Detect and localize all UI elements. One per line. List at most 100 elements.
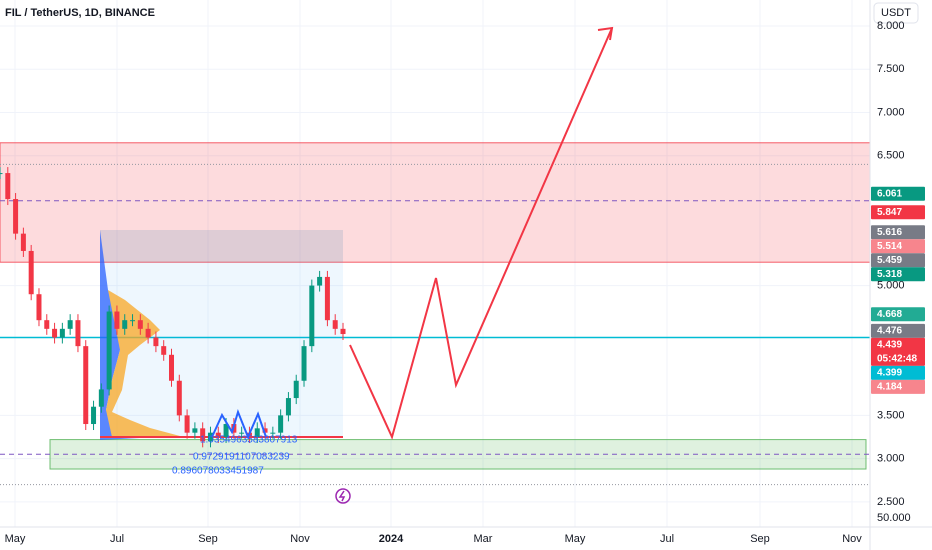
projection-arrowhead — [597, 26, 614, 41]
price-tag-label: 5.318 — [877, 269, 902, 280]
candle — [145, 328, 151, 338]
candle — [184, 415, 190, 433]
y-tick-label: 2.500 — [877, 496, 905, 508]
x-tick-label: Jul — [660, 533, 674, 545]
y-tick-label: 7.000 — [877, 106, 905, 118]
x-tick-label: Nov — [290, 533, 310, 545]
currency-label: USDT — [881, 7, 911, 19]
events-icon[interactable] — [335, 488, 351, 504]
candle — [137, 320, 143, 329]
candle — [59, 328, 65, 338]
candle — [0, 173, 3, 175]
price-tag-label: 4.668 — [877, 309, 902, 320]
y-tick-label: 6.500 — [877, 150, 905, 162]
price-tag-label: 4.184 — [877, 382, 902, 393]
zone — [0, 142, 871, 263]
price-tag-label: 5.616 — [877, 227, 902, 238]
price-tag — [871, 253, 925, 268]
x-tick-label: Jul — [110, 533, 124, 545]
range-box-top — [100, 230, 343, 262]
x-tick-label: May — [5, 533, 26, 545]
price-tag-label: 4.399 — [877, 368, 902, 379]
candle — [28, 250, 34, 295]
candle — [285, 398, 291, 416]
x-tick-label: Sep — [198, 533, 218, 545]
symbol-title: FIL / TetherUS, 1D, BINANCE — [5, 7, 155, 19]
candle — [13, 199, 19, 234]
x-tick-label: Mar — [474, 533, 493, 545]
price-tags: 6.061 5.847 5.616 5.514 5.459 5.318 4.668 4.476… — [871, 186, 925, 394]
candle — [106, 311, 112, 390]
candle — [52, 328, 58, 338]
price-tag-label: 4.439 — [877, 340, 902, 351]
candle — [254, 428, 260, 438]
currency-button[interactable] — [873, 2, 919, 24]
candle — [161, 346, 167, 355]
price-tag — [871, 205, 925, 220]
candle — [36, 294, 42, 321]
x-tick-label: May — [565, 533, 586, 545]
price-tag-label: 4.476 — [877, 326, 902, 337]
price-tag-label: 5.514 — [877, 241, 902, 252]
candles — [0, 167, 346, 448]
candle — [44, 320, 50, 329]
x-tick-label: Sep — [750, 533, 770, 545]
events-bolt — [338, 490, 346, 502]
price-tag-label: 6.061 — [877, 188, 902, 199]
y-tick-label: 5.000 — [877, 279, 905, 291]
price-tag-label: 5.847 — [877, 207, 902, 218]
candle — [301, 346, 307, 381]
pattern-lines — [211, 408, 267, 440]
candle — [153, 337, 159, 347]
candle — [278, 415, 284, 433]
candle — [207, 432, 213, 442]
price-tag — [871, 239, 925, 254]
x-tick-label: Nov — [842, 533, 862, 545]
candle — [98, 389, 104, 407]
candle — [332, 320, 338, 329]
fib-label: 1.0354963583807913 — [200, 435, 298, 446]
candle — [114, 311, 120, 329]
price-tag — [871, 323, 925, 338]
y-tick-label: 7.500 — [877, 63, 905, 75]
candle — [5, 173, 11, 200]
candle — [239, 432, 245, 434]
price-tag — [871, 186, 925, 201]
candle — [176, 380, 182, 416]
price-tag — [871, 337, 925, 366]
candle — [262, 428, 268, 433]
price-tag — [871, 379, 925, 394]
price-tag — [871, 225, 925, 240]
y-tick-label: 3.000 — [877, 453, 905, 465]
projection-path — [349, 27, 613, 440]
fib-label: 0.9729191107083239 — [193, 452, 290, 463]
x-tick-label: 2024 — [379, 533, 404, 545]
candle — [200, 428, 206, 442]
candle — [122, 320, 128, 329]
candle — [223, 424, 229, 438]
fib-label: 0.896078033451987 — [172, 466, 264, 477]
candle — [293, 380, 299, 399]
candle — [324, 276, 330, 321]
candle — [309, 285, 315, 347]
price-tag — [871, 365, 925, 380]
candle — [317, 276, 323, 286]
candle — [169, 354, 174, 381]
candle — [20, 233, 26, 251]
candle — [83, 346, 89, 425]
y-tick-label: 3.500 — [877, 409, 905, 421]
price-tag — [871, 307, 925, 322]
y-tick-label: 8.000 — [877, 20, 905, 32]
candle — [192, 428, 198, 433]
candle — [270, 432, 276, 434]
candle — [215, 432, 221, 438]
candle — [75, 320, 81, 347]
countdown-label: 05:42:48 — [877, 354, 917, 365]
candle — [67, 320, 73, 329]
background — [0, 0, 871, 527]
candle — [130, 320, 136, 322]
candle — [91, 406, 97, 425]
candle — [340, 328, 346, 335]
